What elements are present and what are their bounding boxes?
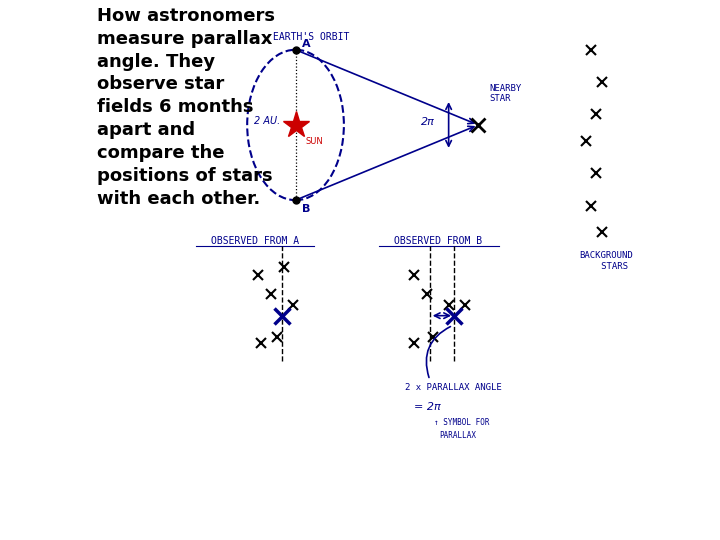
Text: 2π: 2π xyxy=(421,117,435,127)
Text: EARTH'S ORBIT: EARTH'S ORBIT xyxy=(274,32,350,42)
Text: ↑ SYMBOL FOR: ↑ SYMBOL FOR xyxy=(434,418,490,427)
Text: A: A xyxy=(302,38,310,49)
Text: BACKGROUND
   STARS: BACKGROUND STARS xyxy=(579,251,633,271)
Text: PARALLAX: PARALLAX xyxy=(439,431,477,440)
Text: SUN: SUN xyxy=(305,137,323,146)
Text: 2 AU.: 2 AU. xyxy=(254,116,281,126)
Text: NEARBY
STAR: NEARBY STAR xyxy=(489,84,521,104)
Text: OBSERVED FROM A: OBSERVED FROM A xyxy=(211,236,300,246)
Text: How astronomers
measure parallax
angle. They
observe star
fields 6 months
apart : How astronomers measure parallax angle. … xyxy=(96,7,275,208)
Text: OBSERVED FROM B: OBSERVED FROM B xyxy=(394,236,482,246)
Text: B: B xyxy=(302,204,310,214)
Text: 2 x PARALLAX ANGLE: 2 x PARALLAX ANGLE xyxy=(405,383,501,392)
Text: = 2π: = 2π xyxy=(414,402,441,411)
